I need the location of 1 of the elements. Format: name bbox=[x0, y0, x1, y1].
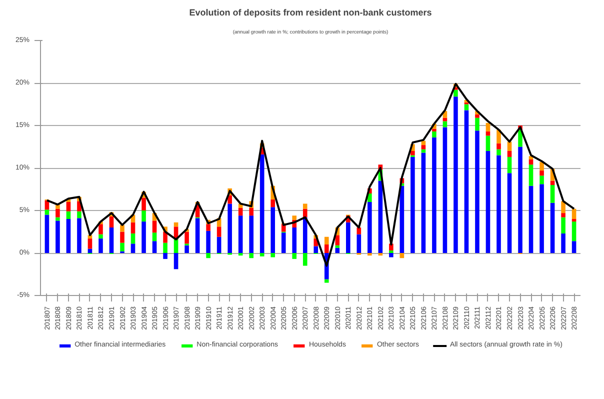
chart-title: Evolution of deposits from resident non-bank customers bbox=[189, 8, 432, 18]
